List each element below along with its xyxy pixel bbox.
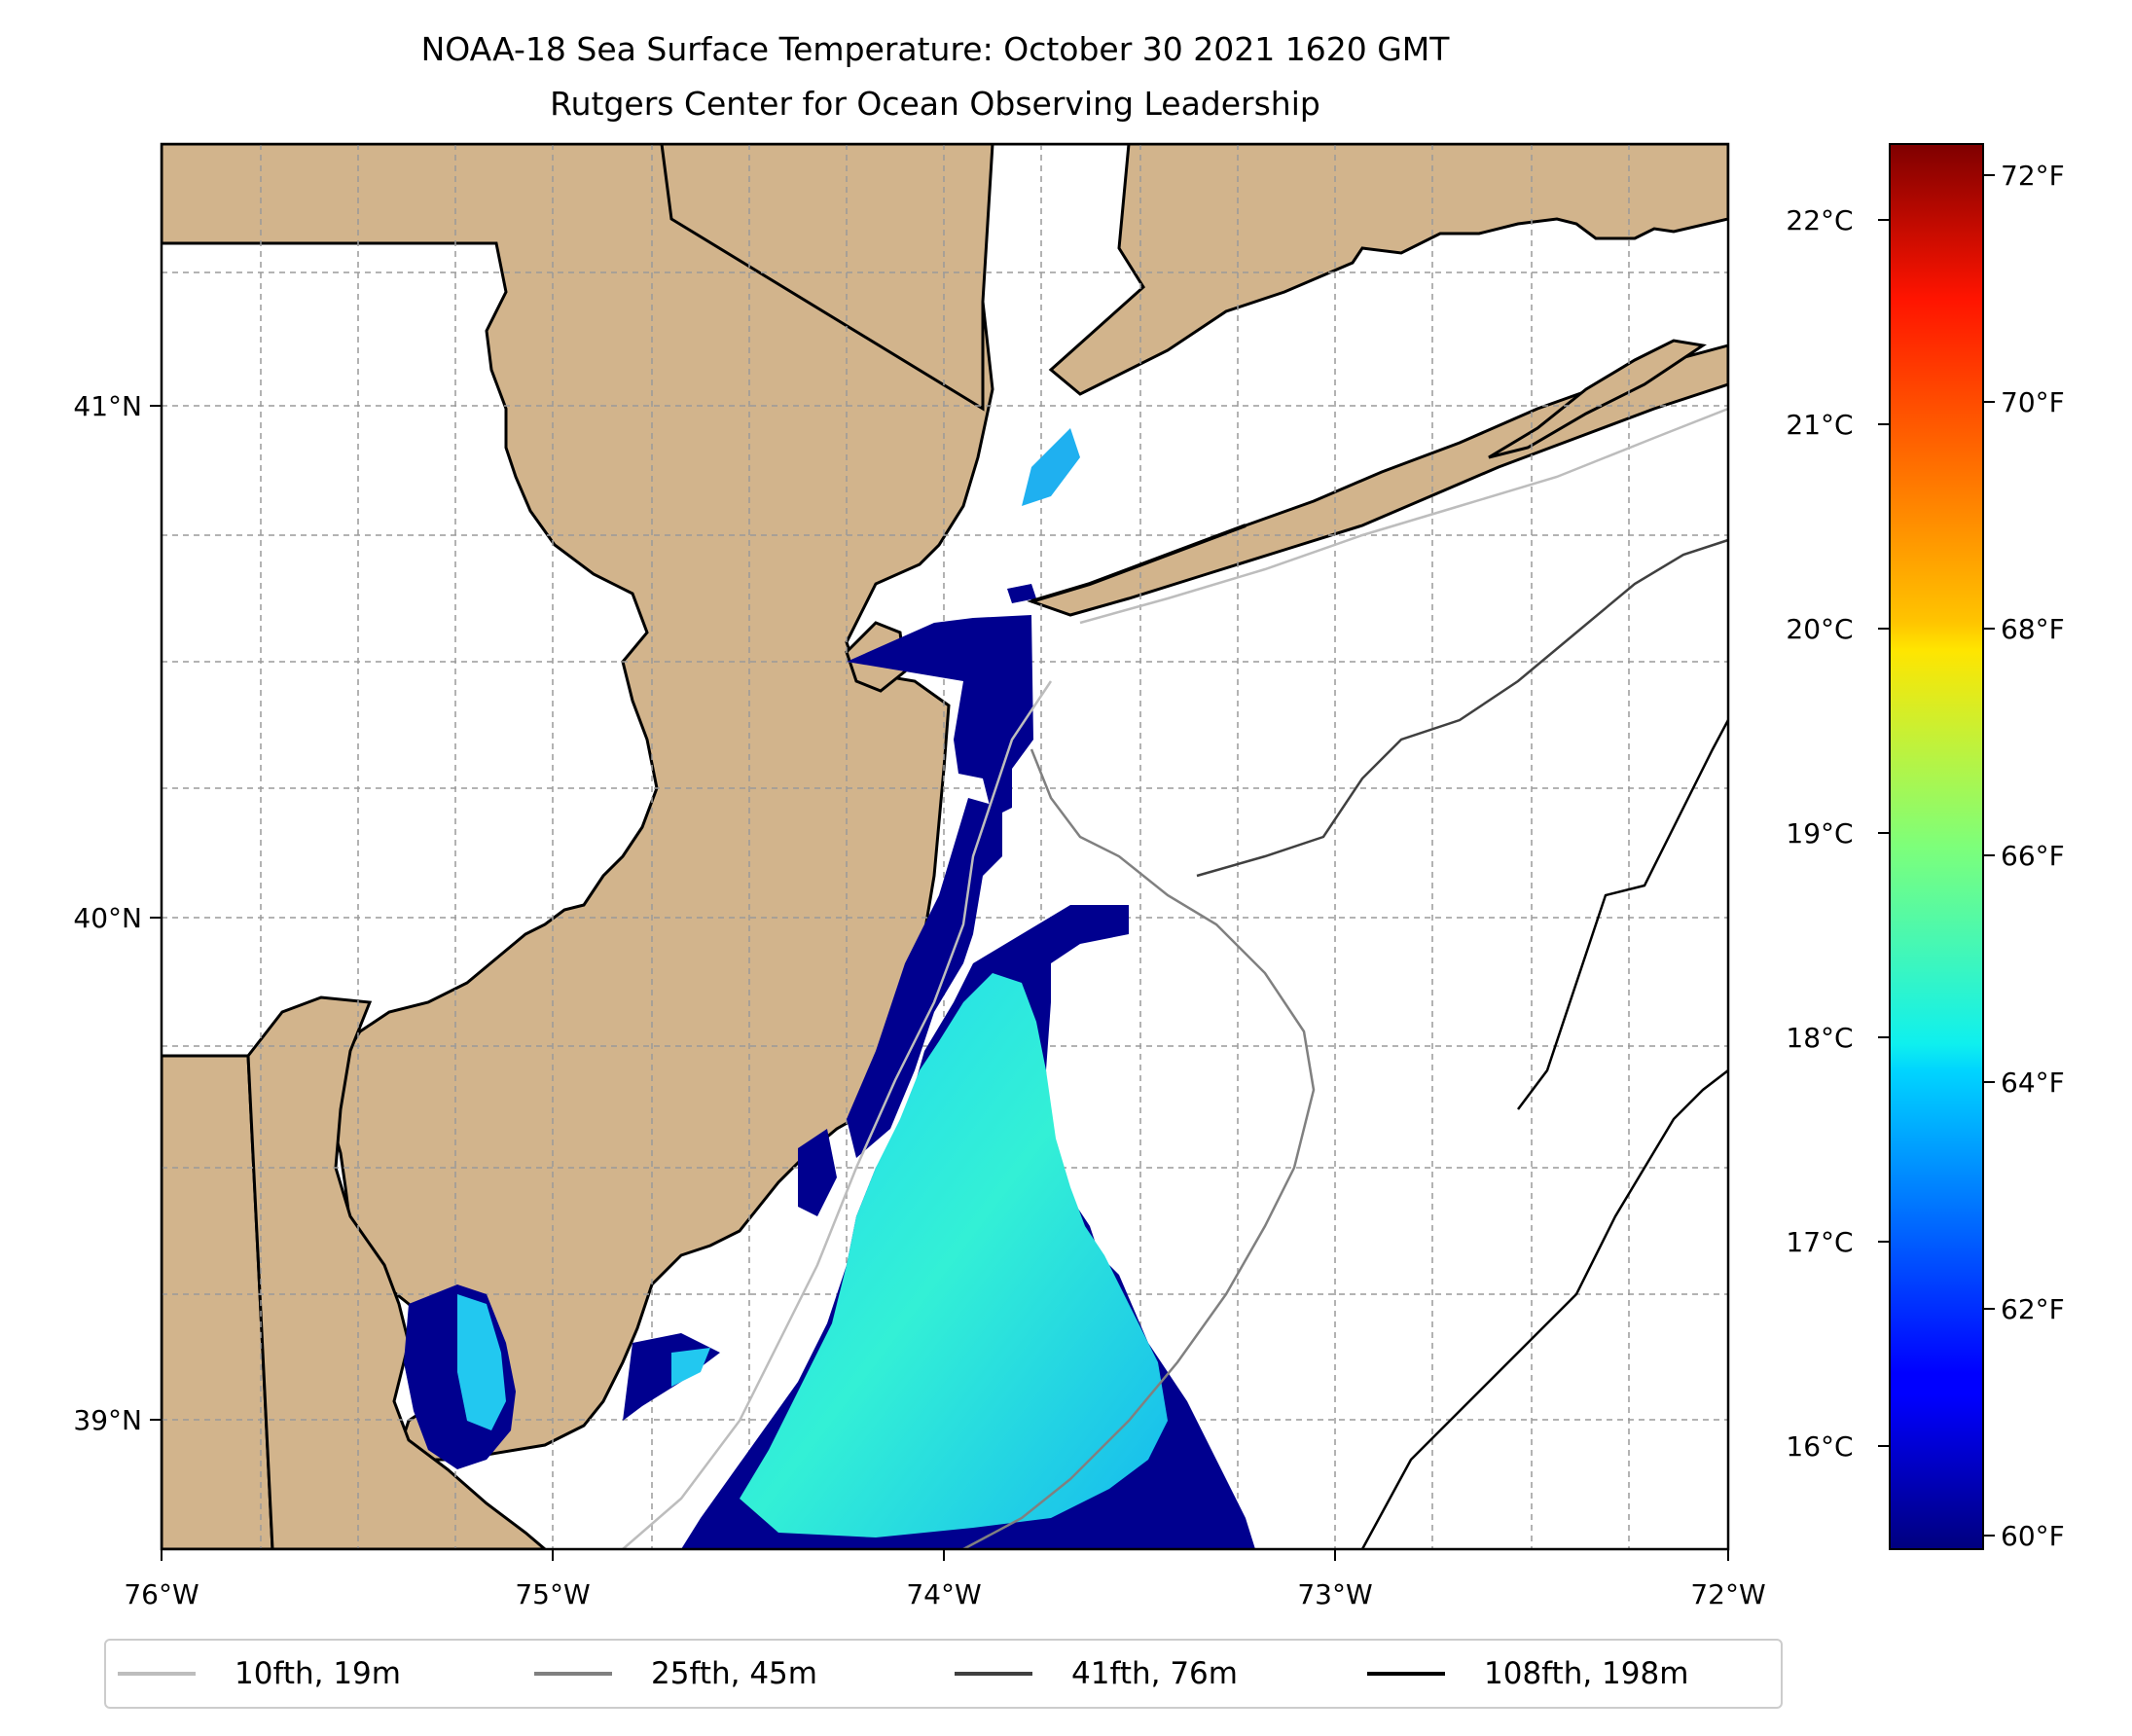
land-delmarva	[246, 995, 548, 1549]
colorbar-c-17: 17°C	[1786, 1226, 1853, 1258]
land-north-fork	[1488, 339, 1707, 459]
isobath-19m-li	[1079, 407, 1728, 625]
legend-swatch-198m	[1367, 1672, 1445, 1676]
land-long-island	[1027, 344, 1728, 617]
colorbar-f-72: 72°F	[2001, 160, 2065, 192]
sst-cold-ny-bight	[847, 615, 1033, 817]
lat-tick-41n: 41°N	[73, 390, 142, 422]
sst-cold-band	[847, 798, 1002, 1158]
legend-label-76m: 41fth, 76m	[1071, 1656, 1238, 1691]
lat-tick-40n: 40°N	[73, 902, 142, 934]
sst-lis-spot	[1007, 584, 1036, 603]
colorbar-ticks	[1878, 174, 1995, 1537]
sst-hudson-spot	[1022, 428, 1080, 506]
colorbar-c-18: 18°C	[1786, 1022, 1853, 1054]
sst-southern-nj-warm	[671, 1348, 710, 1387]
isobaths	[622, 407, 1728, 1549]
isobath-legend: 10fth, 19m 25fth, 45m 41fth, 76m 108fth,…	[104, 1639, 1783, 1709]
map-area	[162, 144, 1728, 1549]
land-new-york-state	[162, 144, 994, 412]
sst-field	[404, 428, 1255, 1549]
legend-swatch-76m	[955, 1672, 1032, 1676]
legend-label-45m: 25fth, 45m	[651, 1656, 817, 1691]
legend-item-76m: 41fth, 76m	[955, 1641, 1238, 1707]
legend-label-19m: 10fth, 19m	[235, 1656, 401, 1691]
sst-delaware-bay-warm	[457, 1294, 506, 1430]
colorbar-f-70: 70°F	[2001, 386, 2065, 418]
colorbar	[1889, 143, 1984, 1550]
isobath-19m	[622, 680, 1053, 1549]
colorbar-c-16: 16°C	[1786, 1430, 1853, 1463]
lon-tick-73w: 73°W	[1297, 1578, 1372, 1610]
lon-tick-76w: 76°W	[124, 1578, 199, 1610]
isobath-45m	[962, 748, 1316, 1549]
lon-tick-75w: 75°W	[515, 1578, 590, 1610]
legend-item-19m: 10fth, 19m	[118, 1641, 401, 1707]
legend-swatch-19m	[118, 1672, 196, 1676]
barrier-island	[1030, 524, 1247, 603]
colorbar-f-64: 64°F	[2001, 1067, 2065, 1099]
isobath-198m-upper	[1517, 719, 1728, 1110]
land-delaware	[162, 1054, 274, 1549]
title-line-1: NOAA-18 Sea Surface Temperature: October…	[421, 30, 1451, 68]
legend-swatch-45m	[534, 1672, 612, 1676]
land-mainland	[162, 144, 1728, 396]
colorbar-f-60: 60°F	[2001, 1520, 2065, 1552]
sst-warm-core	[740, 973, 1168, 1537]
sst-barnegat	[798, 1129, 837, 1216]
colorbar-c-20: 20°C	[1786, 613, 1853, 645]
title-line-2: Rutgers Center for Ocean Observing Leade…	[550, 85, 1320, 123]
lon-tick-72w: 72°W	[1690, 1578, 1765, 1610]
lat-tick-39n: 39°N	[73, 1404, 142, 1436]
colorbar-c-19: 19°C	[1786, 817, 1853, 850]
legend-item-45m: 25fth, 45m	[534, 1641, 817, 1707]
lon-tick-74w: 74°W	[906, 1578, 981, 1610]
isobath-76m	[1196, 538, 1728, 878]
isobath-198m	[1360, 1069, 1728, 1549]
legend-item-198m: 108fth, 198m	[1367, 1641, 1688, 1707]
legend-label-198m: 108fth, 198m	[1484, 1656, 1689, 1691]
colorbar-c-21: 21°C	[1786, 409, 1853, 441]
colorbar-f-66: 66°F	[2001, 840, 2065, 872]
colorbar-c-22: 22°C	[1786, 204, 1853, 236]
map-ticks	[150, 405, 1729, 1561]
colorbar-f-62: 62°F	[2001, 1293, 2065, 1325]
colorbar-f-68: 68°F	[2001, 613, 2065, 645]
